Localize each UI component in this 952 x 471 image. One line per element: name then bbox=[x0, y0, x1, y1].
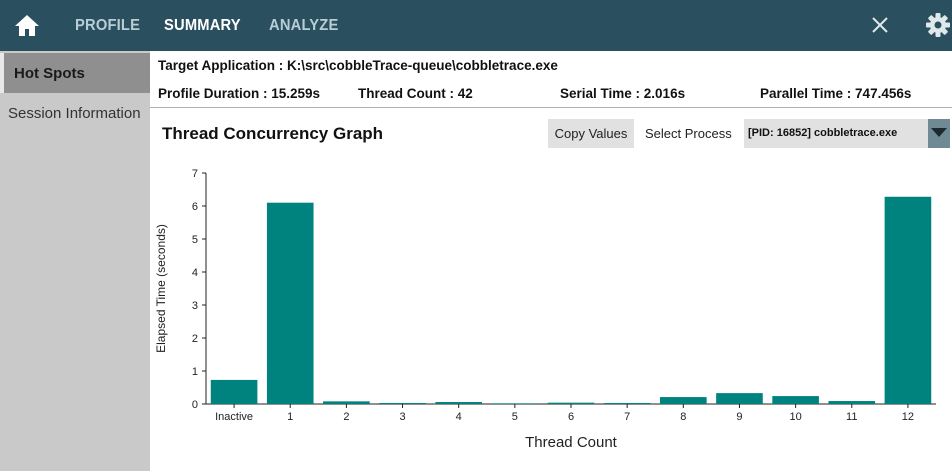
y-tick-label: 2 bbox=[192, 333, 198, 345]
bar bbox=[660, 397, 707, 404]
x-tick-label: 8 bbox=[680, 411, 686, 423]
x-tick-label: 5 bbox=[512, 411, 518, 423]
bar bbox=[828, 401, 876, 404]
top-nav-bar: PROFILE SUMMARY ANALYZE bbox=[0, 0, 952, 51]
nav-summary-tab[interactable]: SUMMARY bbox=[164, 17, 241, 34]
x-tick-label: 9 bbox=[736, 411, 742, 423]
x-tick-label: 11 bbox=[846, 411, 857, 423]
sidebar-item-label: Hot Spots bbox=[14, 65, 85, 82]
nav-profile-tab[interactable]: PROFILE bbox=[75, 17, 141, 34]
nav-analyze-tab[interactable]: ANALYZE bbox=[269, 17, 339, 34]
bar bbox=[435, 402, 482, 404]
thread-count: Thread Count : 42 bbox=[358, 86, 473, 101]
gear-icon[interactable] bbox=[925, 12, 951, 38]
x-tick-label: 1 bbox=[287, 411, 293, 423]
y-tick-label: 3 bbox=[192, 300, 198, 312]
y-tick-label: 4 bbox=[192, 267, 198, 279]
x-axis-label: Thread Count bbox=[525, 434, 618, 451]
y-tick-label: 6 bbox=[192, 201, 198, 213]
home-icon[interactable] bbox=[14, 13, 40, 37]
bar bbox=[323, 401, 370, 404]
x-tick-label: 10 bbox=[789, 411, 801, 423]
bar bbox=[772, 396, 819, 404]
x-tick-label: 6 bbox=[568, 411, 574, 423]
x-tick-label: 7 bbox=[624, 411, 630, 423]
process-select-value: [PID: 16852] cobbletrace.exe bbox=[748, 127, 898, 139]
x-tick-label: 2 bbox=[343, 411, 349, 423]
y-axis-label: Elapsed Time (seconds) bbox=[154, 224, 168, 353]
x-tick-label: Inactive bbox=[215, 411, 253, 423]
y-tick-label: 7 bbox=[192, 168, 198, 180]
process-select[interactable]: [PID: 16852] cobbletrace.exe bbox=[744, 119, 950, 148]
bar bbox=[210, 379, 258, 404]
bar bbox=[379, 403, 426, 404]
chevron-down-icon bbox=[931, 128, 947, 137]
sidebar-item-session-information[interactable]: Session Information bbox=[0, 93, 150, 133]
target-application: Target Application : K:\src\cobbleTrace-… bbox=[158, 58, 558, 73]
bar bbox=[716, 393, 763, 404]
bar bbox=[266, 202, 314, 404]
copy-values-button[interactable]: Copy Values bbox=[548, 119, 634, 148]
sidebar: Hot Spots Session Information bbox=[0, 51, 150, 471]
x-tick-label: 3 bbox=[399, 411, 405, 423]
bar bbox=[491, 403, 539, 404]
x-tick-label: 12 bbox=[902, 411, 914, 423]
sidebar-item-hot-spots[interactable]: Hot Spots bbox=[0, 53, 150, 93]
y-tick-label: 0 bbox=[192, 399, 198, 411]
dropdown-button[interactable] bbox=[928, 119, 950, 148]
bar bbox=[547, 402, 595, 404]
bar bbox=[884, 196, 932, 404]
graph-title: Thread Concurrency Graph bbox=[162, 124, 384, 143]
y-tick-label: 1 bbox=[192, 366, 198, 378]
close-icon[interactable] bbox=[869, 14, 891, 36]
x-tick-label: 4 bbox=[456, 411, 462, 423]
profile-duration: Profile Duration : 15.259s bbox=[158, 86, 321, 101]
profile-info-panel: Target Application : K:\src\cobbleTrace-… bbox=[150, 51, 952, 108]
serial-time: Serial Time : 2.016s bbox=[560, 86, 686, 101]
parallel-time: Parallel Time : 747.456s bbox=[760, 86, 912, 101]
sidebar-item-label: Session Information bbox=[8, 105, 141, 122]
bar bbox=[603, 403, 651, 404]
select-process-label: Select Process bbox=[645, 126, 732, 141]
y-tick-label: 5 bbox=[192, 234, 198, 246]
